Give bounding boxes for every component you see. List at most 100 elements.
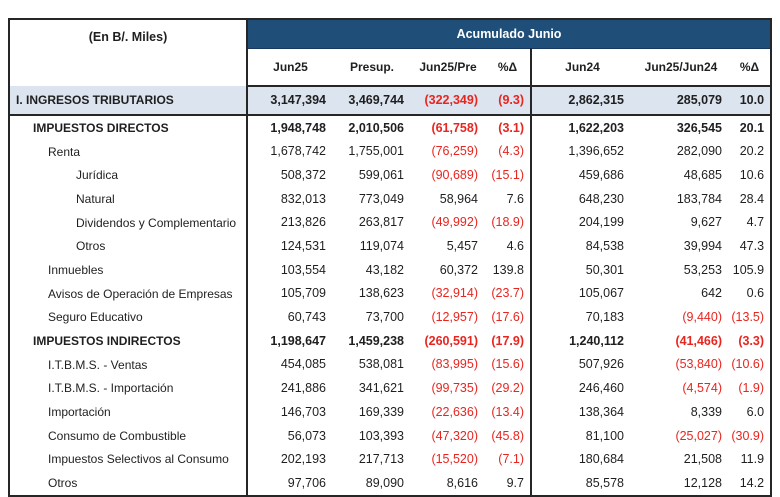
value-cell: 7.6 (506, 191, 524, 206)
unit-label: (En B/. Miles) (9, 19, 248, 86)
value-cell: 39,994 (683, 239, 722, 254)
value-cell: (32,914) (431, 286, 478, 301)
value-cell: 89,090 (365, 475, 404, 490)
value-cell: (12,957) (431, 310, 478, 325)
value-cell: (9,440) (682, 310, 722, 325)
value-cell: 1,948,748 (270, 120, 326, 135)
value-cell: (22,636) (431, 404, 478, 419)
value-cell: 8,616 (446, 475, 478, 490)
value-cell: 53,253 (683, 262, 722, 277)
value-cell: 642 (701, 286, 722, 301)
value-cell: (9.3) (485, 86, 531, 116)
value-cell: (83,995) (431, 357, 478, 372)
value-cell: 4.7 (746, 215, 765, 230)
column-header-presup: Presup. (333, 48, 411, 87)
value-cell: 10.6 (739, 167, 765, 182)
row-label: I.T.B.M.S. - Importación (9, 376, 248, 401)
value-cell: 11.9 (740, 452, 765, 467)
value-cell: 1,755,001 (348, 144, 404, 159)
value-cell: 538,081 (358, 357, 404, 372)
row-label: Otros (9, 234, 248, 259)
value-cell: (4.3) (498, 144, 524, 159)
value-cell: 28.4 (739, 191, 765, 206)
value-cell: 20.1 (739, 120, 765, 135)
value-cell: (53,840) (675, 357, 722, 372)
row-label: IMPUESTOS DIRECTOS (9, 115, 248, 140)
value-cell: 105.9 (732, 262, 765, 277)
value-cell: 5,457 (446, 239, 478, 254)
value-cell: (30.9) (731, 428, 765, 443)
table-row: Dividendos y Complementario 213,826 263,81… (9, 210, 771, 235)
value-cell: 213,826 (280, 215, 326, 230)
value-cell: 183,784 (676, 191, 722, 206)
value-cell: 1,678,742 (270, 144, 326, 159)
row-label: Otros (9, 471, 248, 496)
value-cell: (10.6) (731, 357, 765, 372)
table-row: Jurídica 508,372 599,061 (90,689) (15.1) 459,… (9, 163, 771, 188)
value-cell: 50,301 (530, 258, 633, 282)
group-header: Acumulado Junio (247, 19, 772, 49)
value-cell: (322,349) (411, 86, 485, 116)
value-cell: 70,183 (530, 305, 633, 330)
value-cell: 263,817 (358, 215, 404, 230)
total-row: I. INGRESOS TRIBUTARIOS 3,147,394 3,469,74… (9, 86, 772, 116)
table-body: I. INGRESOS TRIBUTARIOS 3,147,394 3,469,74… (9, 86, 772, 496)
value-cell: 73,700 (365, 310, 404, 325)
value-cell: (3.1) (498, 120, 524, 135)
table-row: Renta 1,678,742 1,755,001 (76,259) (4.3) 1,39… (9, 139, 771, 164)
value-cell: 507,926 (530, 352, 633, 377)
value-cell: 3,147,394 (247, 86, 333, 116)
value-cell: 105,067 (530, 281, 633, 306)
column-header-jun24: Jun24 (530, 48, 633, 87)
value-cell: 8,339 (690, 404, 722, 419)
value-cell: 138,623 (358, 286, 404, 301)
column-header-jun25: Jun25 (247, 48, 333, 87)
value-cell: 85,578 (530, 471, 633, 496)
value-cell: 43,182 (365, 262, 404, 277)
table-row: Otros 97,706 89,090 8,616 9.7 85,578 12,128 14.… (9, 471, 771, 496)
value-cell: 459,686 (530, 163, 633, 188)
value-cell: (13.5) (731, 310, 765, 325)
value-cell: (15.6) (491, 357, 524, 372)
value-cell: 21,508 (683, 452, 722, 467)
value-cell: 60,743 (287, 310, 326, 325)
tax-revenue-table: (En B/. Miles) Acumulado Junio Jun25 Pre… (8, 18, 773, 497)
value-cell: (99,735) (431, 381, 478, 396)
value-cell: 773,049 (358, 191, 404, 206)
table-row: Impuestos Selectivos al Consumo 202,193 21… (9, 447, 771, 472)
value-cell: (49,992) (431, 215, 478, 230)
table-row: Natural 832,013 773,049 58,964 7.6 648,230 183… (9, 187, 771, 211)
value-cell: 105,709 (280, 286, 326, 301)
value-cell: (7.1) (498, 452, 524, 467)
value-cell: (76,259) (431, 144, 478, 159)
value-cell: 1,622,203 (530, 115, 633, 140)
value-cell: 124,531 (280, 239, 326, 254)
table-row: I.T.B.M.S. - Importación 241,886 341,621 (9… (9, 376, 771, 401)
value-cell: (15.1) (491, 167, 524, 182)
row-label: Consumo de Combustible (9, 423, 248, 448)
value-cell: 217,713 (358, 452, 404, 467)
value-cell: (61,758) (431, 120, 478, 135)
value-cell: 169,339 (358, 404, 404, 419)
value-cell: (260,591) (424, 333, 478, 348)
value-cell: 9.7 (506, 475, 524, 490)
value-cell: 454,085 (280, 357, 326, 372)
value-cell: 1,240,112 (530, 329, 633, 353)
value-cell: 2,862,315 (530, 86, 633, 116)
value-cell: 180,684 (530, 447, 633, 472)
table-row: Importación 146,703 169,339 (22,636) (13.4) 1… (9, 400, 771, 424)
value-cell: (90,689) (431, 167, 478, 182)
row-label: Dividendos y Complementario (9, 210, 248, 235)
value-cell: 138,364 (530, 400, 633, 424)
value-cell: (15,520) (431, 452, 478, 467)
group-header-row: (En B/. Miles) Acumulado Junio (9, 19, 772, 86)
value-cell: 1,198,647 (270, 333, 326, 348)
value-cell: (17.9) (491, 333, 524, 348)
row-label: Impuestos Selectivos al Consumo (9, 447, 248, 472)
column-header-row: Jun25 Presup. Jun25/Pre %Δ Jun24 Jun25/J… (9, 48, 772, 87)
value-cell: 9,627 (690, 215, 722, 230)
table-row: IMPUESTOS INDIRECTOS 1,198,647 1,459,238 (2… (9, 329, 771, 353)
value-cell: 508,372 (280, 167, 326, 182)
column-header-pct-delta-2: %Δ (729, 48, 772, 87)
value-cell: 103,393 (358, 428, 404, 443)
